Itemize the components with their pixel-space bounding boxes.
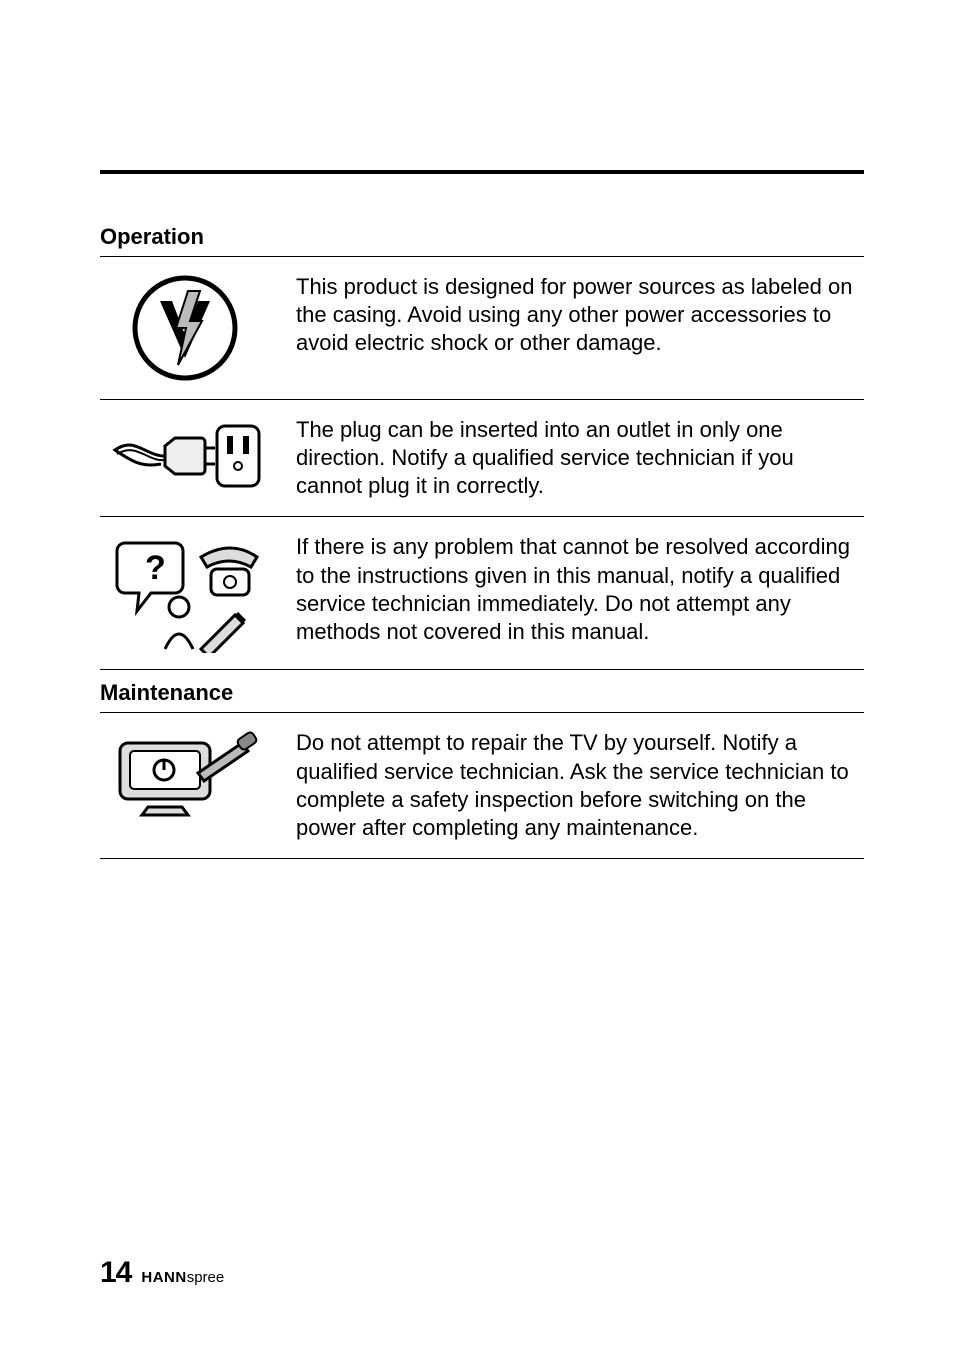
plug-outlet-icon xyxy=(100,416,270,496)
row-power-source: This product is designed for power sourc… xyxy=(100,267,864,395)
title-rule xyxy=(100,712,864,713)
section-operation: Operation This product is designed for p… xyxy=(100,224,864,680)
separator xyxy=(100,669,864,670)
row-repair: Do not attempt to repair the TV by yours… xyxy=(100,723,864,854)
top-rule xyxy=(100,170,864,174)
separator xyxy=(100,858,864,859)
brand-light: spree xyxy=(187,1269,225,1286)
svg-text:?: ? xyxy=(145,549,166,587)
row-plug: The plug can be inserted into an outlet … xyxy=(100,410,864,512)
row-problem: ? If there is any problem that cannot be… xyxy=(100,527,864,665)
separator xyxy=(100,399,864,400)
page: Operation This product is designed for p… xyxy=(0,0,954,1352)
separator xyxy=(100,516,864,517)
text-power-source: This product is designed for power sourc… xyxy=(296,273,864,357)
voltage-icon xyxy=(100,273,270,383)
footer: 14 HANNspree xyxy=(100,1256,224,1290)
page-number: 14 xyxy=(100,1256,131,1290)
title-rule xyxy=(100,256,864,257)
text-plug: The plug can be inserted into an outlet … xyxy=(296,416,864,500)
section-title-maintenance: Maintenance xyxy=(100,680,864,706)
text-repair: Do not attempt to repair the TV by yours… xyxy=(296,729,864,842)
text-problem: If there is any problem that cannot be r… xyxy=(296,533,864,646)
phone-help-icon: ? xyxy=(100,533,270,653)
monitor-tool-icon xyxy=(100,729,270,819)
section-title-operation: Operation xyxy=(100,224,864,250)
brand: HANNspree xyxy=(141,1269,224,1286)
section-maintenance: Maintenance Do not attempt to repair the… xyxy=(100,680,864,869)
brand-bold: HANN xyxy=(141,1269,186,1286)
